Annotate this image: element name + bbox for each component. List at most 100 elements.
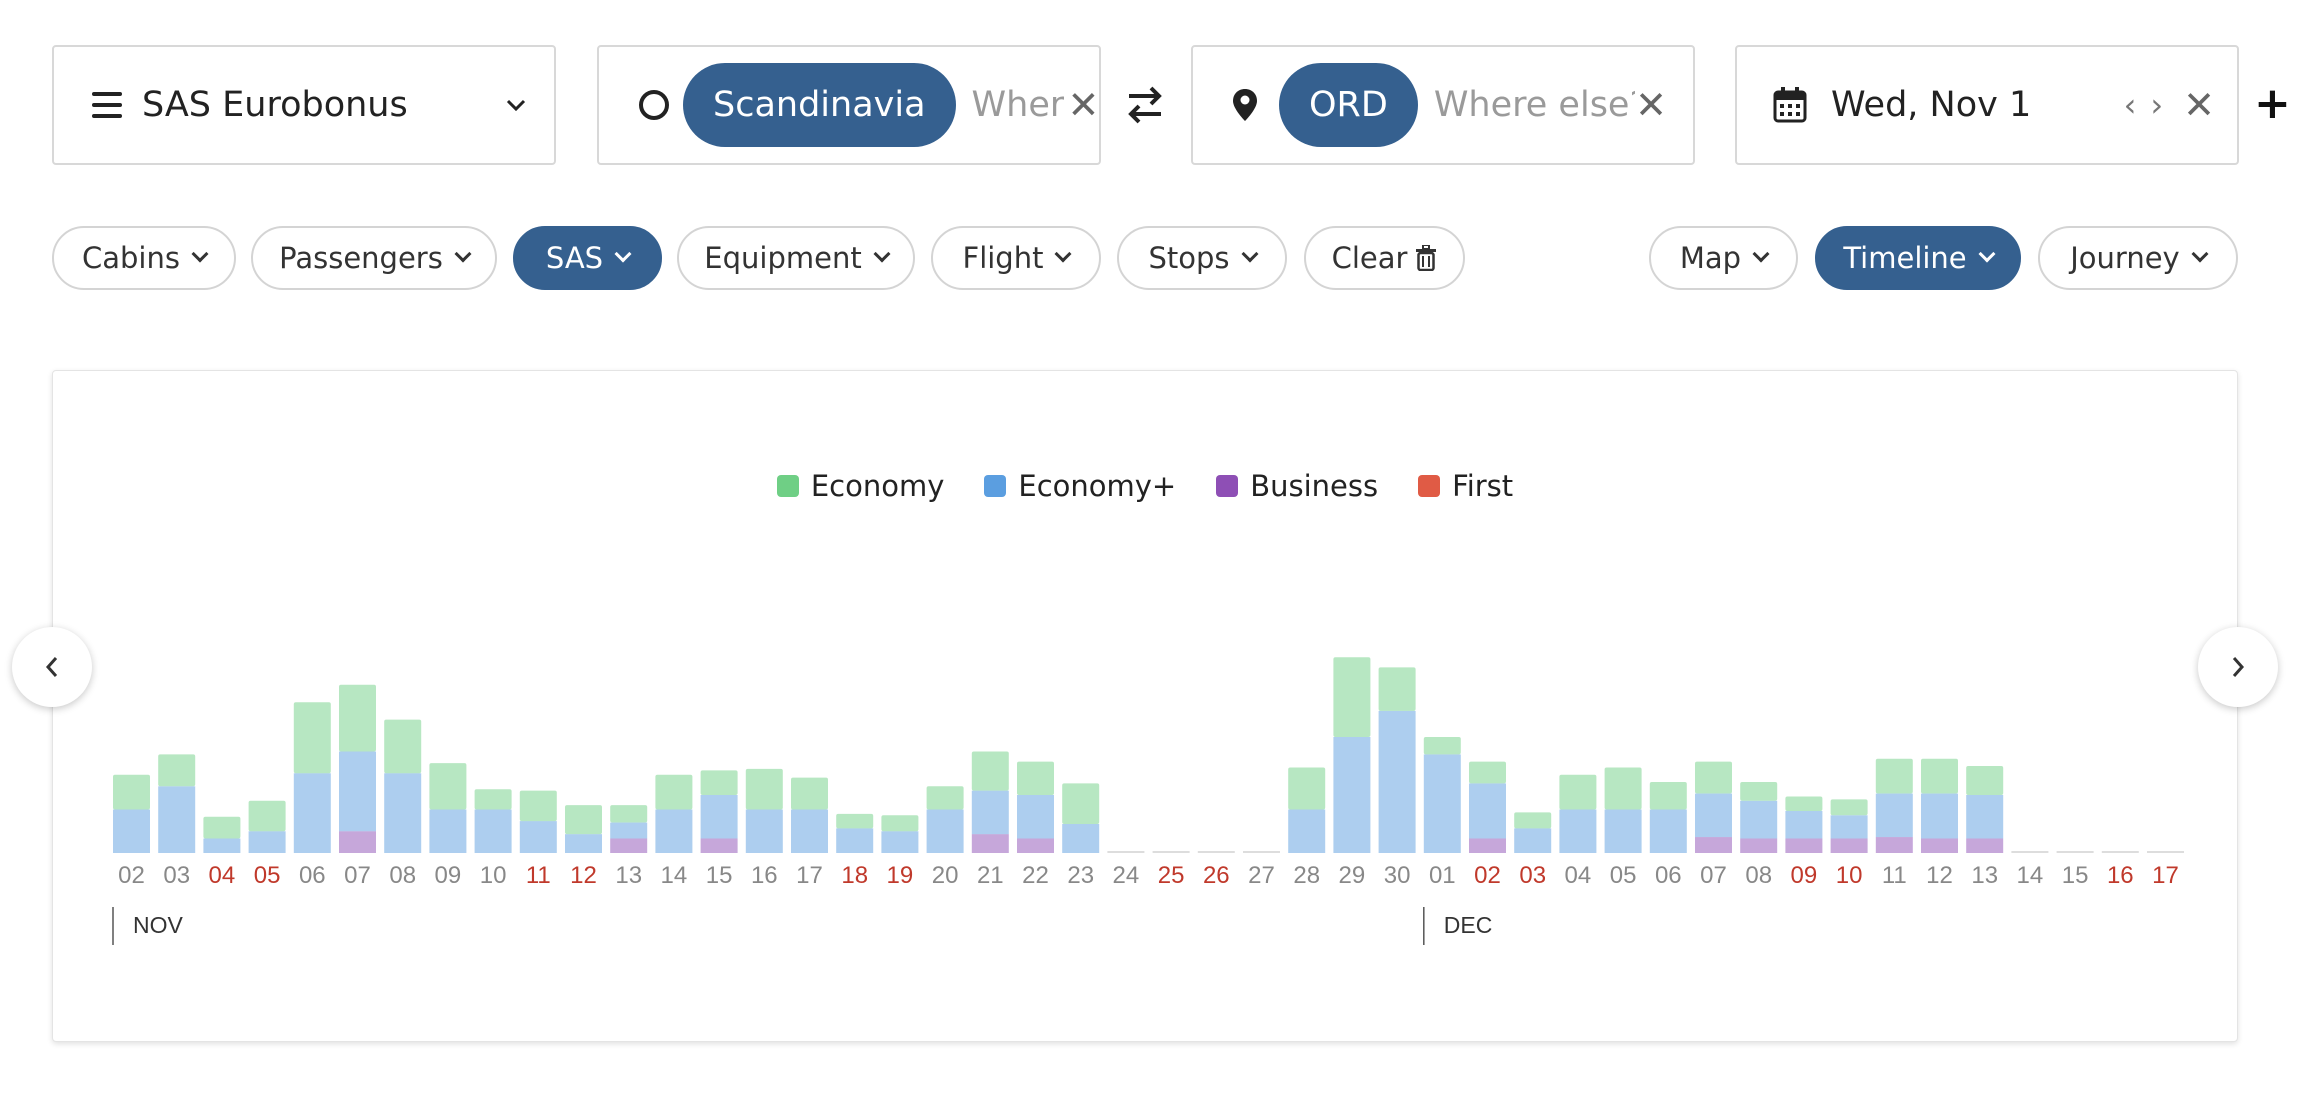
- day-tick-label: 29: [1339, 862, 1366, 889]
- business-bar: [1966, 838, 2004, 853]
- day-tick-label: 14: [2017, 862, 2044, 889]
- origin-chip[interactable]: Scandinavia: [683, 63, 956, 147]
- day-tick-label: 13: [615, 862, 642, 889]
- day-tick-label: 10: [480, 862, 507, 889]
- economy-plus-bar: [700, 795, 738, 839]
- legend-first[interactable]: First: [1418, 469, 1513, 503]
- economy-bar: [1062, 783, 1100, 824]
- chevron-right-icon: [2232, 657, 2245, 677]
- economy-plus-bar: [248, 831, 286, 853]
- map-label: Map: [1679, 241, 1742, 275]
- economy-plus-bar: [1695, 793, 1732, 838]
- clear-filters-button[interactable]: Clear: [1304, 226, 1465, 290]
- economy-plus-bar: [655, 809, 693, 853]
- business-bar: [610, 838, 648, 853]
- date-next-icon[interactable]: ›: [2150, 86, 2168, 124]
- economy-plus-bar: [1921, 793, 1958, 839]
- economy-plus-bar: [1785, 810, 1823, 839]
- destination-chip[interactable]: ORD: [1279, 63, 1418, 147]
- clear-origin-icon[interactable]: ✕: [1067, 83, 1100, 127]
- chevron-left-icon: [45, 657, 58, 677]
- economy-plus-bar: [1649, 809, 1687, 853]
- day-tick-label: 07: [1700, 862, 1727, 889]
- day-tick-label: 07: [344, 862, 371, 889]
- empty-bar: [1107, 851, 1145, 853]
- business-bar: [1875, 837, 1913, 853]
- stops-label: Stops: [1148, 241, 1230, 275]
- economy-bar: [926, 786, 964, 810]
- day-tick-label: 17: [2152, 862, 2179, 889]
- economy-plus-bar: [1740, 800, 1778, 839]
- legend-economy-plus-label: Economy+: [1018, 469, 1177, 503]
- economy-plus-bar: [519, 821, 557, 853]
- timeline-view-toggle[interactable]: Timeline: [1815, 226, 2021, 290]
- economy-plus-bar: [1966, 795, 2004, 839]
- legend-business[interactable]: Business: [1216, 469, 1378, 503]
- day-tick-label: 02: [1474, 862, 1501, 889]
- destination-input[interactable]: Where else?: [1433, 85, 1636, 125]
- economy-bar: [293, 702, 331, 774]
- program-selector[interactable]: SAS Eurobonus: [52, 45, 556, 165]
- first-swatch: [1418, 475, 1441, 497]
- equipment-filter[interactable]: Equipment: [677, 226, 915, 290]
- chevron-down-icon: [1752, 245, 1770, 263]
- map-pin-icon: [1233, 89, 1257, 121]
- legend-economy-plus[interactable]: Economy+: [984, 469, 1176, 503]
- economy-bar: [1875, 758, 1913, 794]
- map-view-toggle[interactable]: Map: [1649, 226, 1798, 290]
- economy-bar: [1559, 774, 1597, 810]
- day-tick-label: 25: [1158, 862, 1185, 889]
- calendar-icon: [1773, 87, 1807, 123]
- day-tick-label: 08: [1745, 862, 1772, 889]
- timeline-prev-button[interactable]: [12, 627, 92, 707]
- economy-bar: [700, 770, 738, 795]
- economy-bar: [1830, 799, 1868, 816]
- destination-field[interactable]: ORD Where else? ✕: [1191, 45, 1695, 165]
- journey-view-toggle[interactable]: Journey: [2038, 226, 2238, 290]
- day-tick-label: 02: [118, 862, 145, 889]
- day-tick-label: 15: [2062, 862, 2089, 889]
- chevron-down-icon: [1054, 245, 1072, 263]
- clear-destination-icon[interactable]: ✕: [1635, 83, 1667, 127]
- economy-plus-bar: [610, 822, 648, 839]
- economy-bar: [836, 813, 874, 829]
- flight-label: Flight: [962, 241, 1044, 275]
- clear-date-icon[interactable]: ✕: [2183, 83, 2215, 127]
- swap-icon[interactable]: [1127, 84, 1163, 128]
- clear-label: Clear: [1331, 241, 1408, 275]
- day-tick-label: 01: [1429, 862, 1456, 889]
- economy-bar: [384, 719, 422, 774]
- economy-bar: [610, 805, 648, 823]
- stops-filter[interactable]: Stops: [1117, 226, 1287, 290]
- economy-plus-bar: [881, 831, 919, 853]
- day-tick-label: 11: [1882, 862, 1907, 889]
- economy-plus-bar: [1333, 737, 1371, 853]
- business-bar: [1921, 838, 1958, 853]
- cabins-filter[interactable]: Cabins: [52, 226, 236, 290]
- economy-bar: [1740, 781, 1778, 801]
- passengers-filter[interactable]: Passengers: [251, 226, 497, 290]
- business-bar: [1695, 837, 1732, 853]
- flight-filter[interactable]: Flight: [931, 226, 1101, 290]
- date-prev-icon[interactable]: ‹: [2123, 86, 2141, 124]
- day-tick-label: 08: [389, 862, 416, 889]
- equipment-label: Equipment: [704, 241, 862, 275]
- day-tick-label: 13: [1971, 862, 1998, 889]
- date-field[interactable]: Wed, Nov 1 ‹ › ✕: [1735, 45, 2239, 165]
- business-bar: [339, 831, 376, 853]
- sas-filter[interactable]: SAS: [513, 226, 662, 290]
- timeline-next-button[interactable]: [2198, 627, 2278, 707]
- economy-bar: [745, 768, 783, 810]
- origin-field[interactable]: Scandinavia Where else? ✕: [597, 45, 1101, 165]
- origin-input[interactable]: Where else?: [971, 85, 1064, 125]
- chevron-down-icon: [614, 245, 632, 263]
- economy-plus-bar: [836, 828, 874, 853]
- add-search-icon[interactable]: +: [2254, 78, 2291, 129]
- day-tick-label: 20: [932, 862, 959, 889]
- date-label: Wed, Nov 1: [1831, 85, 2032, 125]
- economy-bar: [1288, 767, 1326, 810]
- legend-economy[interactable]: Economy: [776, 469, 944, 503]
- economy-bar: [1785, 796, 1823, 811]
- economy-bar: [158, 754, 196, 787]
- journey-label: Journey: [2070, 241, 2180, 275]
